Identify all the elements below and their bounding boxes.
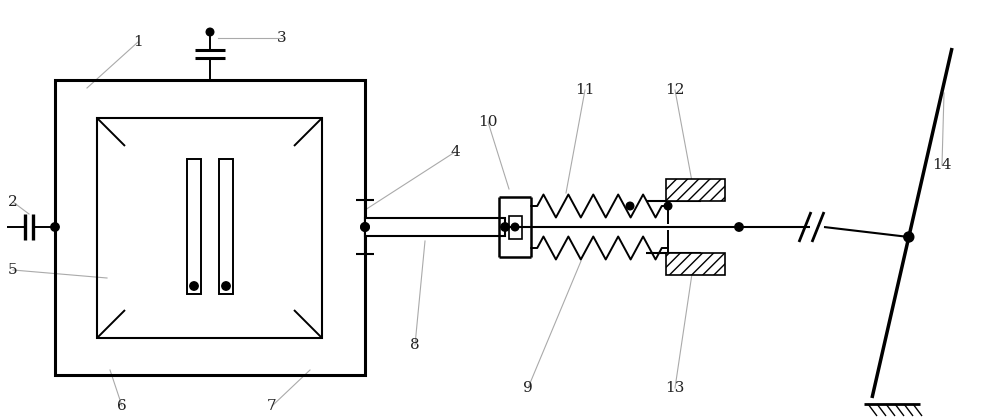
- Circle shape: [664, 202, 672, 210]
- Bar: [97, 118, 322, 338]
- Bar: [219, 159, 233, 294]
- Circle shape: [361, 223, 369, 231]
- Circle shape: [501, 223, 509, 231]
- Text: 6: 6: [117, 399, 127, 413]
- Text: 4: 4: [450, 145, 460, 159]
- Circle shape: [190, 282, 198, 290]
- Text: 1: 1: [133, 35, 143, 49]
- Bar: [365, 218, 505, 236]
- Bar: [666, 179, 725, 201]
- Text: 12: 12: [665, 83, 685, 97]
- Text: 9: 9: [523, 381, 533, 395]
- Circle shape: [511, 223, 519, 231]
- Circle shape: [222, 282, 230, 290]
- Text: 7: 7: [267, 399, 277, 413]
- Bar: [666, 253, 725, 275]
- Text: 2: 2: [8, 195, 18, 209]
- Bar: [55, 80, 365, 375]
- Circle shape: [626, 202, 634, 210]
- Circle shape: [904, 232, 914, 242]
- Text: 14: 14: [932, 158, 952, 172]
- Circle shape: [361, 223, 369, 231]
- Bar: [509, 215, 522, 239]
- Text: 11: 11: [575, 83, 595, 97]
- Text: 8: 8: [410, 338, 420, 352]
- Text: 3: 3: [277, 31, 287, 45]
- Circle shape: [735, 223, 743, 231]
- Text: 10: 10: [478, 115, 498, 129]
- Text: 5: 5: [8, 263, 18, 277]
- Circle shape: [51, 223, 59, 231]
- Bar: [187, 159, 201, 294]
- Circle shape: [206, 28, 214, 36]
- Text: 13: 13: [665, 381, 685, 395]
